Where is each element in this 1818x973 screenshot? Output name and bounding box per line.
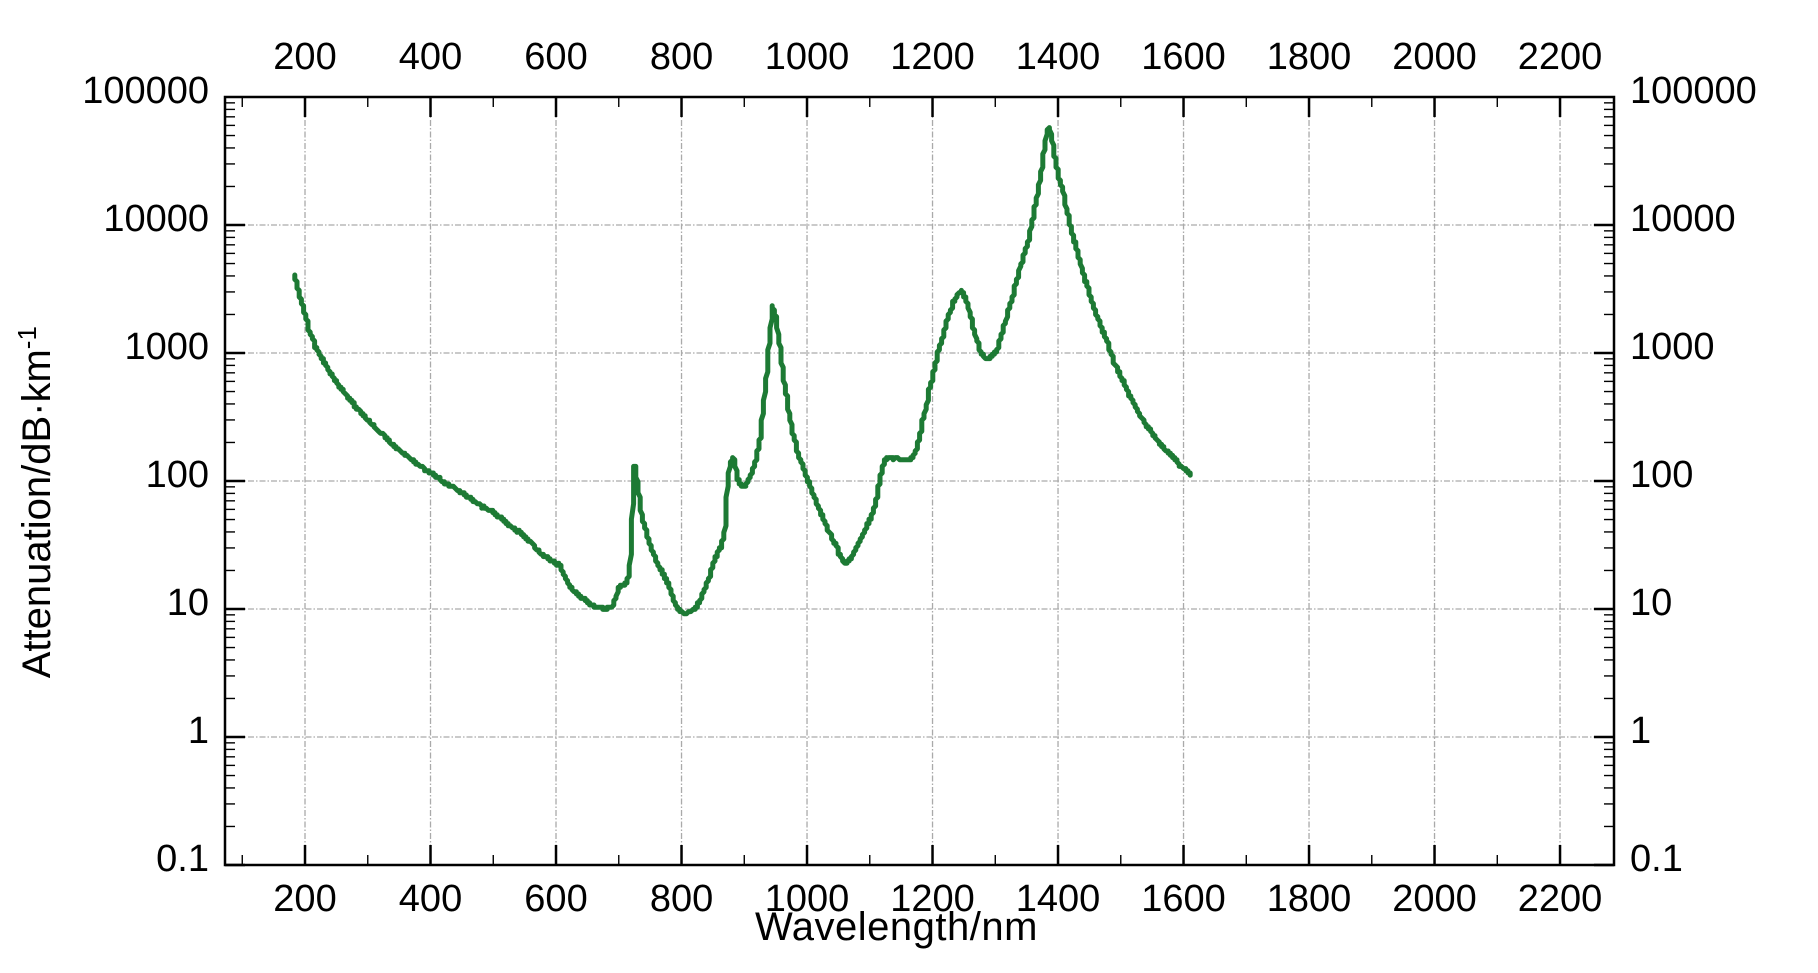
svg-text:1600: 1600 [1141,36,1226,78]
svg-text:1: 1 [1630,710,1651,752]
svg-text:600: 600 [524,878,587,920]
svg-text:800: 800 [650,36,713,78]
svg-text:1800: 1800 [1267,878,1352,920]
svg-text:1000: 1000 [1630,326,1715,368]
svg-text:2000: 2000 [1392,878,1477,920]
svg-text:100: 100 [1630,454,1693,496]
svg-text:200: 200 [273,878,336,920]
svg-text:100: 100 [146,454,209,496]
svg-text:10000: 10000 [1630,198,1736,240]
svg-text:10: 10 [167,582,209,624]
svg-text:1: 1 [188,710,209,752]
svg-text:1000: 1000 [765,36,850,78]
svg-text:10000: 10000 [103,198,209,240]
svg-text:1800: 1800 [1267,36,1352,78]
svg-text:100000: 100000 [82,70,209,112]
svg-text:2200: 2200 [1518,878,1603,920]
svg-text:2200: 2200 [1518,36,1603,78]
svg-text:800: 800 [650,878,713,920]
svg-text:1200: 1200 [890,36,975,78]
svg-text:1400: 1400 [1016,36,1101,78]
svg-text:10: 10 [1630,582,1672,624]
svg-text:0.1: 0.1 [1630,838,1683,880]
svg-text:200: 200 [273,36,336,78]
svg-text:400: 400 [399,36,462,78]
svg-text:400: 400 [399,878,462,920]
svg-text:1000: 1000 [124,326,209,368]
svg-text:100000: 100000 [1630,70,1757,112]
svg-text:1600: 1600 [1141,878,1226,920]
svg-text:2000: 2000 [1392,36,1477,78]
svg-text:600: 600 [524,36,587,78]
svg-text:0.1: 0.1 [156,838,209,880]
